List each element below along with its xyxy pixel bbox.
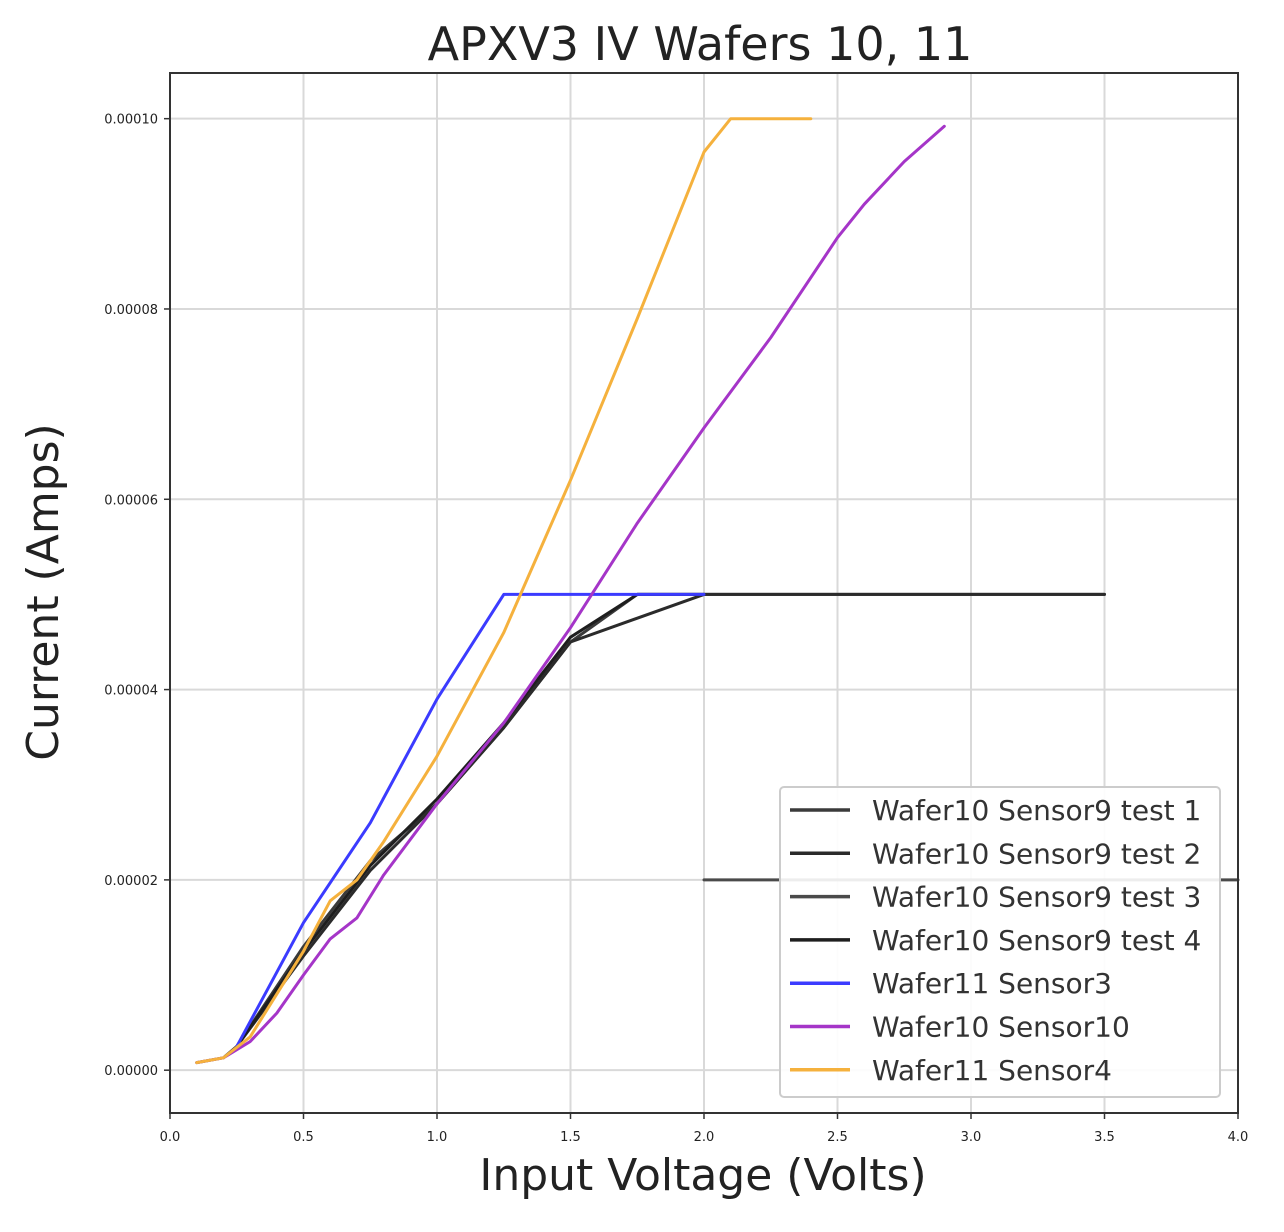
legend-label: Wafer10 Sensor10 — [872, 1011, 1130, 1044]
x-tick-label: 3.0 — [961, 1130, 982, 1145]
legend-label: Wafer10 Sensor9 test 3 — [872, 881, 1201, 914]
series-line-wafer11-sensor3 — [235, 592, 706, 1048]
y-tick-labels: 0.00000 0.00002 0.00004 0.00006 0.00008 0.000… — [104, 113, 170, 1079]
x-tick-labels: 0.0 0.5 1.0 1.5 2.0 2.5 3.0 3.5 4.0 — [160, 1113, 1249, 1145]
legend-label: Wafer10 Sensor9 test 1 — [872, 794, 1201, 827]
legend: Wafer10 Sensor9 test 1 Wafer10 Sensor9 te… — [779, 786, 1221, 1098]
y-tick-label: 0.00006 — [104, 493, 158, 508]
x-tick-label: 2.0 — [694, 1130, 715, 1145]
y-axis-title: Current (Amps) — [18, 423, 69, 760]
x-tick-label: 1.5 — [560, 1130, 581, 1145]
y-tick-label: 0.00002 — [104, 874, 158, 889]
legend-label: Wafer11 Sensor4 — [872, 1054, 1112, 1087]
y-tick-label: 0.00004 — [104, 684, 158, 699]
legend-box — [779, 786, 1221, 1098]
legend-label: Wafer11 Sensor3 — [872, 967, 1112, 1000]
series-line-wafer10-sensor9-test-4 — [235, 592, 706, 1048]
legend-label: Wafer10 Sensor9 test 4 — [872, 924, 1201, 957]
x-tick-label: 2.5 — [827, 1130, 848, 1145]
x-tick-label: 4.0 — [1228, 1130, 1249, 1145]
y-tick-label: 0.00008 — [104, 303, 158, 318]
legend-entries: Wafer10 Sensor9 test 1 Wafer10 Sensor9 te… — [790, 794, 1201, 1087]
x-tick-label: 3.5 — [1094, 1130, 1115, 1145]
x-tick-label: 1.0 — [427, 1130, 448, 1145]
chart-title: APXV3 IV Wafers 10, 11 — [428, 17, 973, 71]
x-axis-title: Input Voltage (Volts) — [479, 1150, 926, 1201]
y-tick-label: 0.00010 — [104, 113, 158, 128]
legend-label: Wafer10 Sensor9 test 2 — [872, 837, 1201, 870]
series-line-wafer11-sensor4 — [195, 117, 813, 1065]
x-tick-label: 0.0 — [160, 1130, 181, 1145]
x-tick-label: 0.5 — [293, 1130, 314, 1145]
y-tick-label: 0.00000 — [104, 1064, 158, 1079]
series-line-wafer10-sensor10 — [195, 124, 946, 1065]
series-line-wafer10-sensor9-test-2 — [235, 592, 1106, 1048]
